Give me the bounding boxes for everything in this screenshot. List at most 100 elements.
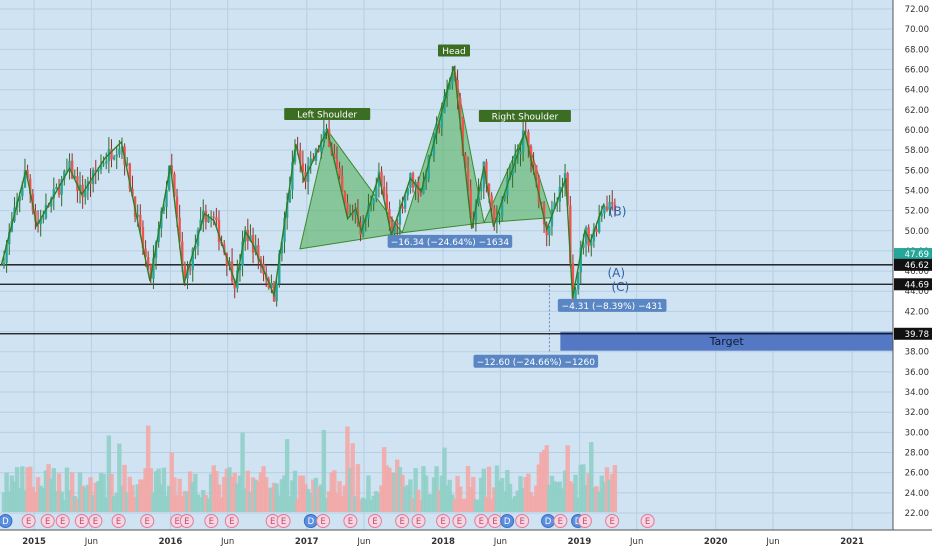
volume-bar — [33, 491, 38, 512]
volume-bar — [334, 493, 340, 512]
price-axis[interactable]: 72.00 70.00 68.00 66.00 64.00 62.00 60.00 58.00… — [892, 0, 932, 530]
candle-body — [18, 196, 21, 202]
volume-bar — [513, 495, 518, 512]
candle-body — [372, 198, 375, 205]
event-marker[interactable] — [224, 514, 239, 528]
event-marker[interactable] — [640, 514, 655, 528]
volume-bar — [72, 496, 77, 512]
event-marker[interactable] — [436, 514, 451, 528]
event-marker[interactable] — [343, 514, 358, 528]
volume-bar — [119, 485, 125, 512]
volume-bar — [69, 472, 75, 512]
volume-bar — [287, 496, 292, 512]
event-marker[interactable] — [500, 514, 515, 528]
candle-body — [191, 248, 194, 270]
time-tick-label: 2016 — [159, 537, 183, 547]
volume-bar — [599, 475, 604, 512]
candle-body — [118, 148, 121, 155]
volume-bar — [345, 426, 350, 512]
time-tick-label: Jun — [493, 537, 507, 547]
time-axis[interactable]: 2015 Jun 2016 Jun 2017 Jun 2018 Jun 2019 Jun 2020 J… — [0, 529, 932, 550]
candle-body — [375, 186, 378, 199]
price-label: 39.78 — [905, 330, 929, 340]
event-marker[interactable] — [74, 514, 89, 528]
candle-body — [406, 187, 409, 196]
candle-body — [385, 194, 388, 210]
price-tick-label: 52.00 — [905, 207, 929, 217]
price-label: 47.69 — [905, 250, 929, 260]
event-marker[interactable] — [411, 514, 426, 528]
event-marker-label: D — [2, 517, 9, 527]
event-marker[interactable] — [577, 514, 592, 528]
volume-bar — [20, 466, 25, 512]
event-marker[interactable] — [367, 514, 382, 528]
candle-body — [346, 202, 349, 215]
event-marker[interactable] — [179, 514, 194, 528]
event-markers[interactable]: DEEEEEEEEEEEEEDEEEEEEEEEDEDEDEEE — [0, 514, 655, 528]
candle-body — [351, 213, 354, 215]
volume-bar — [481, 468, 486, 512]
volume-bar — [395, 459, 400, 512]
volume-bar — [586, 473, 591, 512]
event-marker[interactable] — [21, 514, 36, 528]
event-marker[interactable] — [111, 514, 126, 528]
volume-bar — [43, 470, 49, 512]
candle-body — [291, 162, 294, 190]
event-marker[interactable] — [395, 514, 410, 528]
candle-body — [498, 215, 501, 218]
candle-body — [451, 72, 454, 85]
volume-bar — [455, 475, 460, 512]
volume-bar — [549, 475, 555, 512]
candle-body — [398, 206, 402, 225]
volume-bar — [279, 479, 285, 512]
candle-body — [590, 241, 593, 246]
candle-body — [285, 202, 289, 218]
event-marker[interactable] — [316, 514, 331, 528]
zigzag-path — [0, 66, 605, 299]
event-marker-label: E — [440, 517, 445, 527]
volume-bar — [219, 497, 224, 512]
volume-bar — [240, 432, 245, 512]
time-tick-label: 2017 — [295, 537, 319, 547]
volume-bar — [269, 487, 274, 512]
event-marker[interactable] — [204, 514, 219, 528]
candle-body — [73, 176, 76, 179]
candle-body — [249, 235, 252, 242]
event-marker-label: E — [416, 517, 421, 527]
event-marker[interactable] — [276, 514, 291, 528]
event-marker[interactable] — [553, 514, 568, 528]
event-marker[interactable] — [452, 514, 467, 528]
volume-bar — [127, 476, 133, 512]
event-marker[interactable] — [515, 514, 530, 528]
event-marker[interactable] — [474, 514, 489, 528]
volume-bar — [14, 467, 20, 512]
volume-bar — [434, 466, 439, 512]
volume-bar — [528, 492, 534, 512]
candle-body — [149, 264, 153, 279]
volume-bar — [206, 498, 211, 512]
pattern-label: Head — [442, 47, 466, 57]
event-marker[interactable] — [88, 514, 103, 528]
time-tick-label: Jun — [220, 537, 234, 547]
event-marker[interactable] — [0, 514, 13, 528]
event-marker[interactable] — [605, 514, 620, 528]
candle-body — [422, 180, 425, 195]
candle-body — [49, 198, 53, 207]
volume-bar — [421, 466, 426, 512]
volume-bar — [305, 488, 311, 512]
candle-body — [63, 171, 66, 180]
candle-body — [152, 257, 155, 279]
zigzag-line — [0, 66, 605, 299]
event-marker[interactable] — [55, 514, 70, 528]
candle-body — [136, 214, 139, 217]
volume-bar — [544, 445, 549, 512]
event-marker[interactable] — [40, 514, 55, 528]
event-marker[interactable] — [140, 514, 155, 528]
volume-bar — [308, 492, 313, 512]
volume-bar — [363, 499, 368, 512]
price-label-bg — [894, 327, 932, 340]
candle-body — [537, 177, 541, 203]
candle-body — [338, 167, 341, 176]
volume-bar — [166, 485, 172, 512]
